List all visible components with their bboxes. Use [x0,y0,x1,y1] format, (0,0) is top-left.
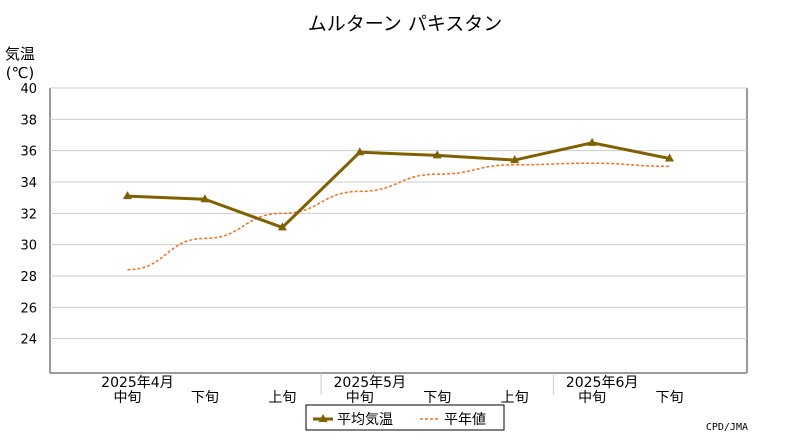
x-tick-label: 中旬 [113,390,141,406]
y-ticks: 24 26 28 30 32 34 36 38 40 [20,82,37,348]
x-tick-label: 下旬 [191,390,219,406]
y-tick-label: 28 [20,270,37,285]
series-line-mean [127,141,670,229]
y-tick-label: 40 [20,82,37,97]
y-axis-label: 気温 [5,45,35,63]
chart-title: ムルターン パキスタン [308,13,503,35]
y-axis-unit: (℃) [6,64,35,82]
legend-label-mean: 平均気温 [337,412,393,428]
credit: CPD/JMA [706,422,748,433]
legend-label-normal: 平年値 [444,412,486,428]
x-tick-label: 上旬 [268,390,296,406]
x-tick-label: 中旬 [346,390,374,406]
legend: 平均気温 平年値 [305,404,505,431]
y-tick-label: 38 [20,113,37,128]
y-tick-label: 26 [20,301,37,316]
data-point-mean [510,155,520,164]
series-layer [122,137,675,271]
legend-marker-mean [318,414,328,422]
x-tick-label: 下旬 [423,390,451,406]
data-point-mean [122,191,132,200]
series-line-normal [127,162,670,271]
x-tick-label: 上旬 [501,390,529,406]
data-point-mean [355,147,365,156]
x-month-label: 2025年6月 [566,375,639,391]
data-point-mean [200,194,210,203]
y-tick-label: 34 [20,176,37,191]
x-tick-label: 下旬 [656,390,684,406]
x-axis-labels: 中旬 下旬 上旬 中旬 下旬 上旬 中旬 下旬 2025年4月 2025年5月 2025年6月 [101,373,684,406]
y-tick-label: 24 [20,333,37,348]
x-month-label: 2025年5月 [334,375,407,391]
plot-background [50,88,747,370]
legend-box [305,404,505,431]
data-point-mean [587,137,597,146]
x-tick-label: 中旬 [578,390,606,406]
x-month-label: 2025年4月 [101,375,174,391]
plot-area [49,87,748,374]
data-point-mean [665,153,675,162]
grid [50,87,747,340]
data-point-mean [432,150,442,159]
y-tick-label: 36 [20,145,37,160]
data-point-mean [277,222,287,231]
y-tick-label: 32 [20,207,37,222]
y-tick-label: 30 [20,239,37,254]
